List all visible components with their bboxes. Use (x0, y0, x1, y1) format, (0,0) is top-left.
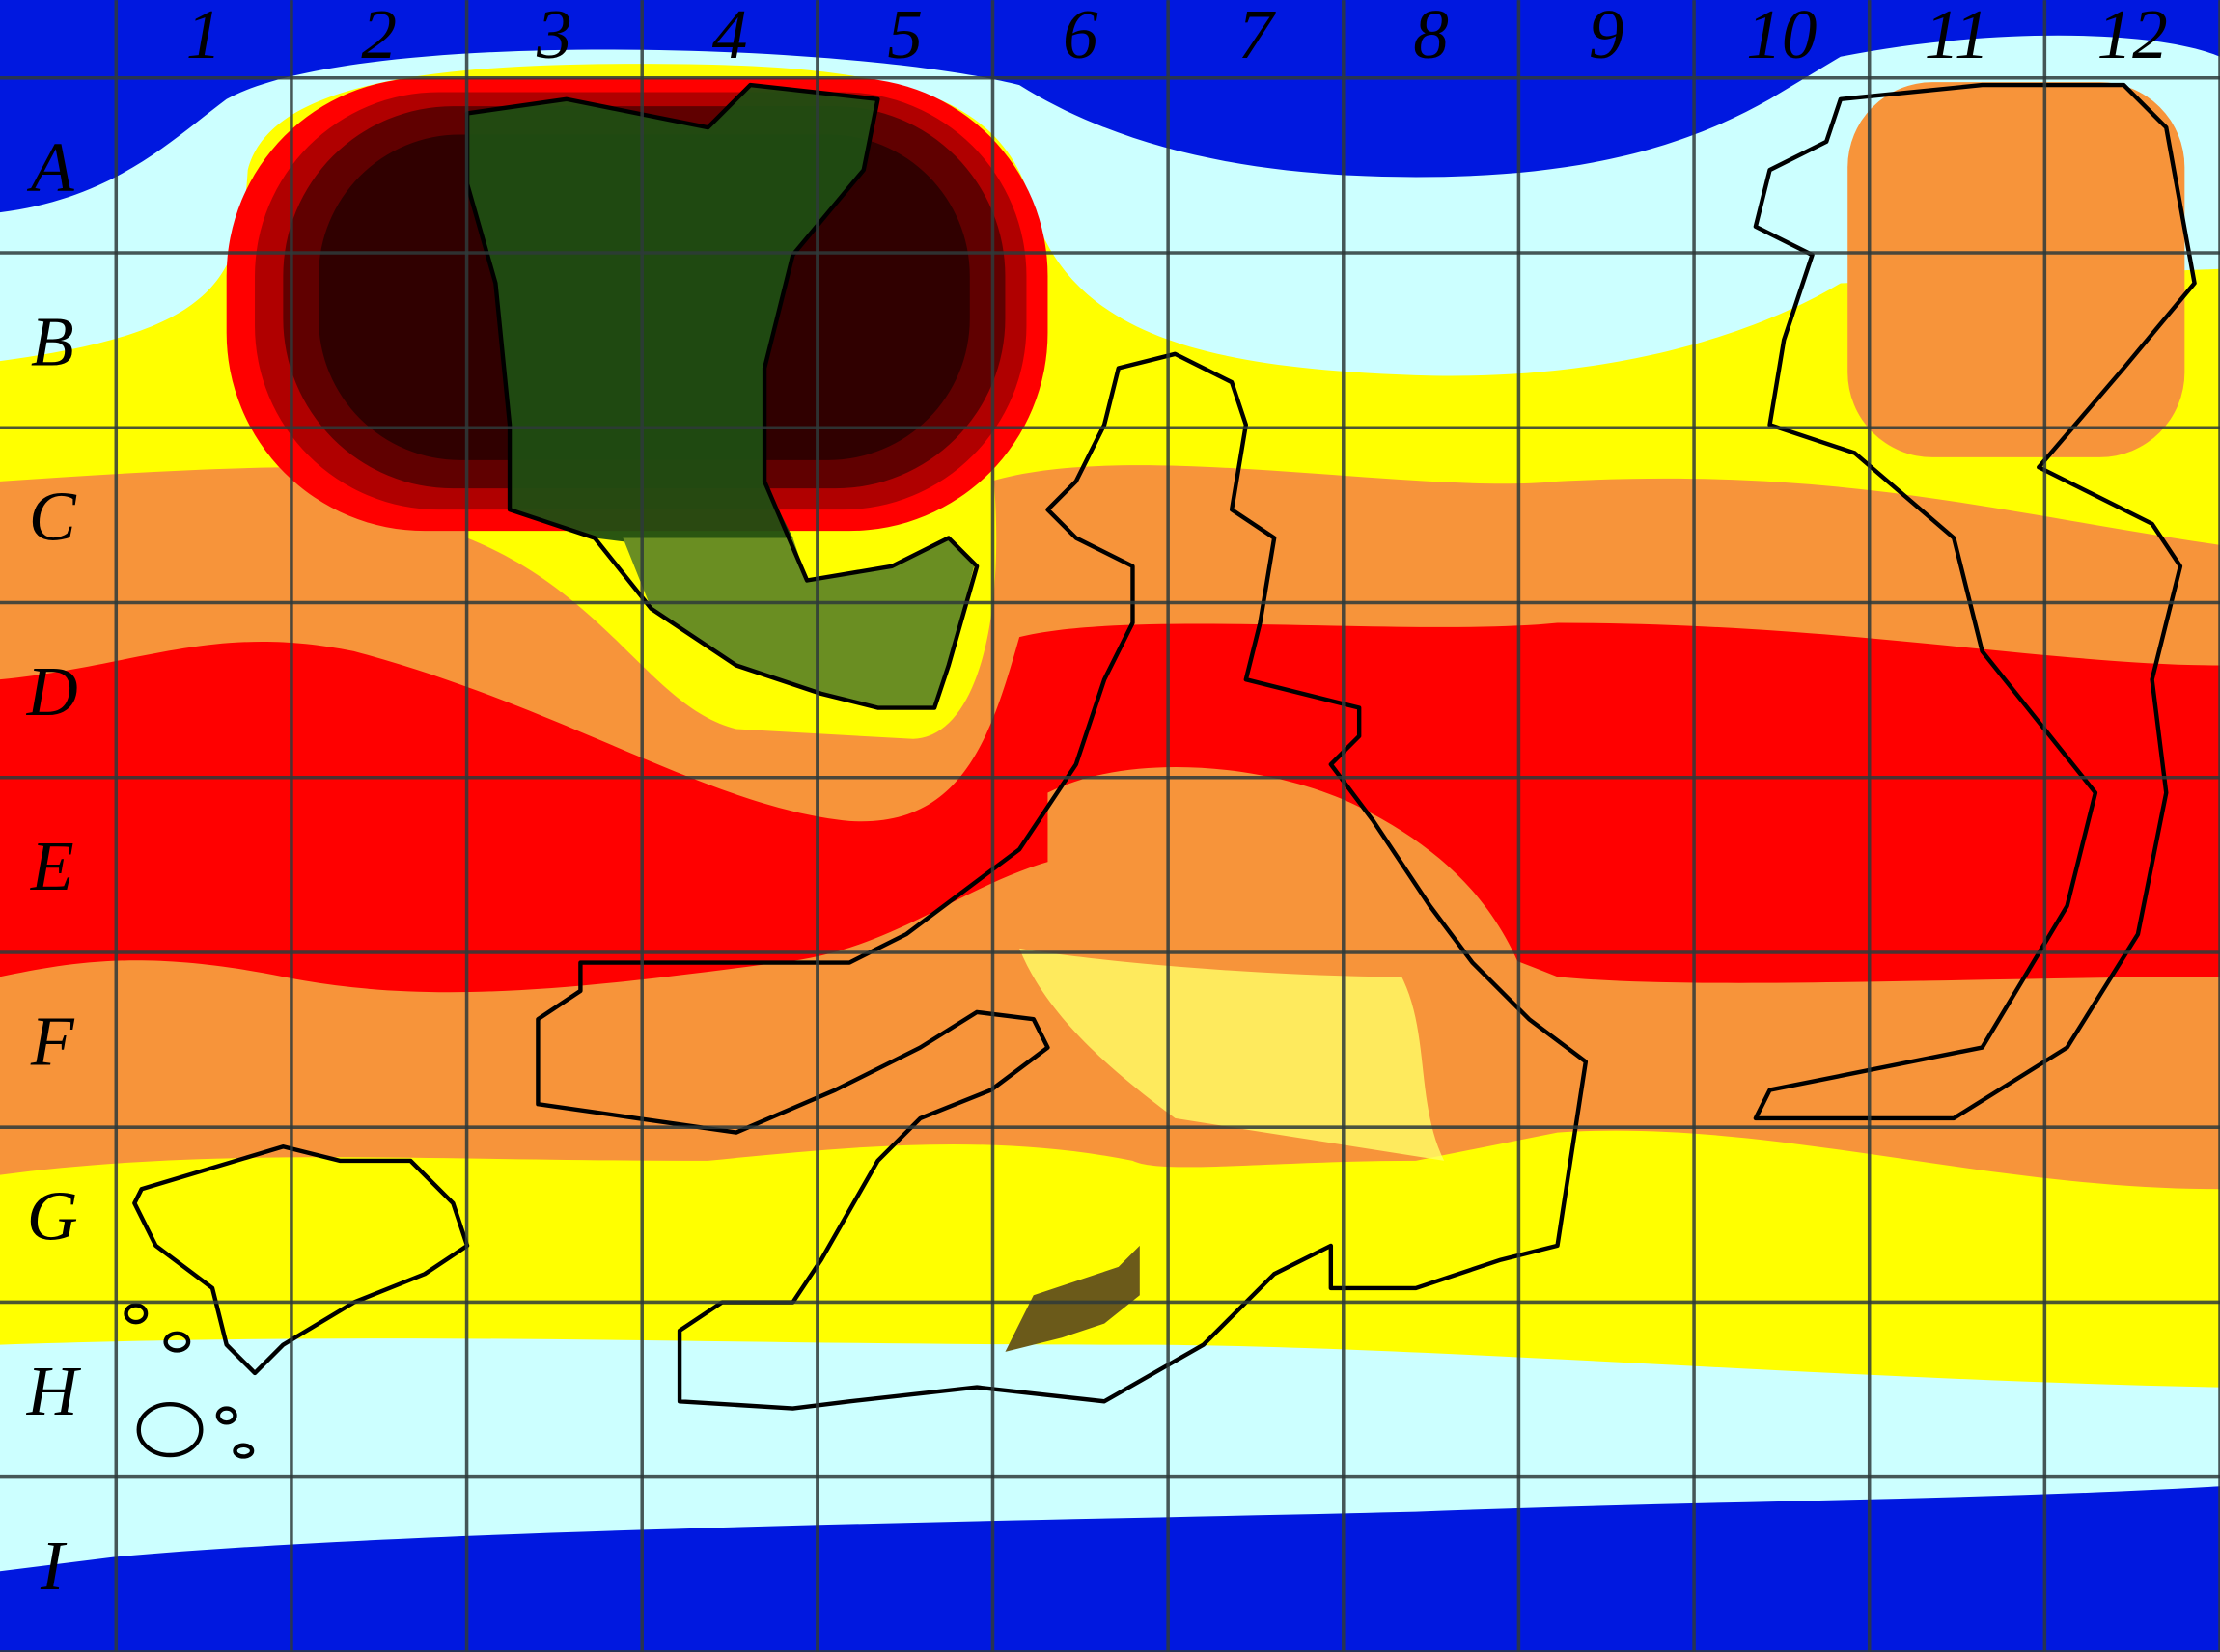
islet (124, 1303, 149, 1325)
east-continent-coast (1753, 82, 2197, 1121)
column-label: 9 (1589, 0, 1624, 73)
column-label: 3 (536, 0, 572, 73)
column-label: 10 (1746, 0, 1817, 73)
column-label: 7 (1238, 0, 1277, 73)
row-label: H (26, 1352, 82, 1430)
column-label: 1 (186, 0, 222, 73)
column-label: 2 (361, 0, 397, 73)
row-label: I (40, 1527, 68, 1605)
islet (136, 1402, 204, 1458)
light-forest (623, 537, 975, 708)
row-label: E (30, 827, 74, 905)
row-label: G (27, 1177, 78, 1255)
column-label: 5 (887, 0, 923, 73)
warm-plateau (1847, 82, 2185, 457)
row-label: B (31, 303, 74, 381)
row-label: C (29, 478, 77, 556)
row-label: F (30, 1002, 75, 1080)
forest-coast (464, 82, 980, 710)
row-label: A (26, 127, 75, 206)
islet (215, 1406, 237, 1425)
islet (233, 1443, 255, 1459)
temperate-valley (1019, 948, 1445, 1161)
column-label: 12 (2097, 0, 2168, 73)
column-label: 8 (1413, 0, 1449, 73)
column-label: 11 (1925, 0, 1990, 73)
mountain-ridge (1005, 1245, 1140, 1352)
dark-forest (467, 85, 878, 545)
row-label: D (26, 652, 78, 730)
column-label: 6 (1063, 0, 1098, 73)
column-label: 4 (712, 0, 748, 73)
islet (163, 1331, 191, 1353)
